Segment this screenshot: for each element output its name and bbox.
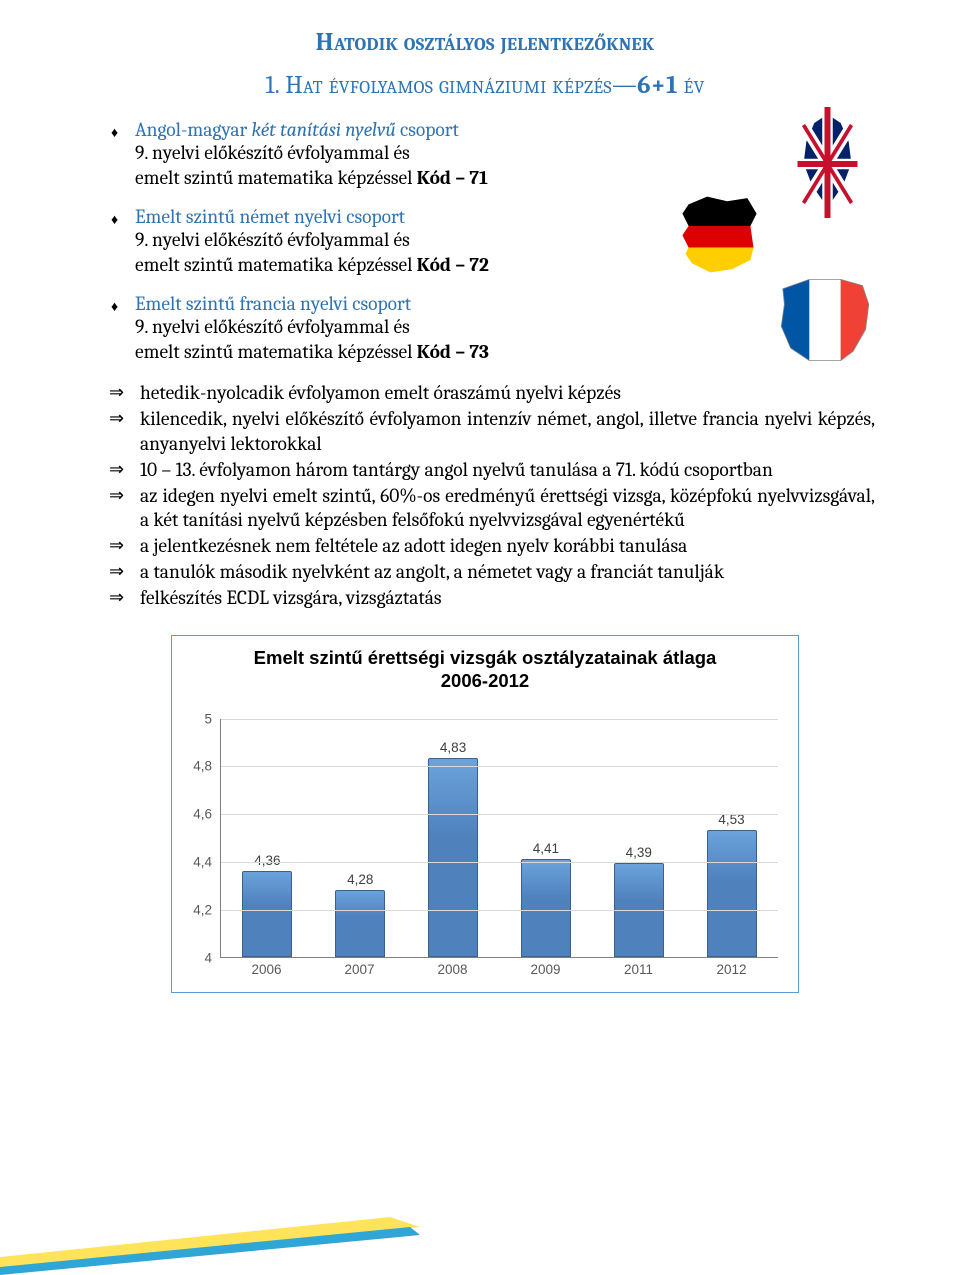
bullet-diamond: ♦ bbox=[111, 298, 118, 316]
group-title-prefix: Angol-magyar bbox=[135, 118, 252, 141]
bar-value-label: 4,39 bbox=[626, 845, 652, 860]
chart-title-line1: Emelt szintű érettségi vizsgák osztályza… bbox=[254, 647, 717, 668]
bullet-diamond: ♦ bbox=[111, 124, 118, 142]
arrow-icon: ⇒ bbox=[109, 560, 124, 583]
group-title-italic: két tanítási nyelvű bbox=[252, 118, 396, 141]
page-main-title: Hatodik osztályos jelentkezőknek bbox=[95, 28, 875, 57]
subtitle-six: 6+1 bbox=[637, 71, 678, 100]
x-tick-label: 2006 bbox=[242, 962, 292, 984]
y-tick-label: 4,8 bbox=[193, 759, 212, 774]
subtitle-number: 1. bbox=[265, 71, 279, 100]
arrow-text: az idegen nyelvi emelt szintű, 60%-os er… bbox=[140, 484, 875, 532]
page-bottom-stripe bbox=[0, 1217, 420, 1275]
group-desc-line1: 9. nyelvi előkészítő évfolyammal és bbox=[135, 228, 410, 251]
group-desc-line2a: emelt szintű matematika képzéssel bbox=[135, 166, 417, 189]
bar bbox=[242, 871, 292, 957]
uk-flag-icon bbox=[780, 104, 875, 224]
bar bbox=[521, 859, 571, 957]
y-tick-label: 4 bbox=[204, 950, 212, 965]
bar-value-label: 4,41 bbox=[533, 841, 559, 856]
bar-column: 4,53 bbox=[707, 812, 757, 957]
bar bbox=[707, 830, 757, 957]
bar-value-label: 4,28 bbox=[347, 872, 373, 887]
arrow-icon: ⇒ bbox=[109, 381, 124, 404]
x-tick-label: 2007 bbox=[335, 962, 385, 984]
arrow-text: 10 – 13. évfolyamon három tantárgy angol… bbox=[140, 458, 773, 481]
group-item: ♦ Emelt szintű német nyelvi csoport 9. n… bbox=[135, 205, 665, 278]
chart-plot: 54,84,64,44,24 4,364,284,834,414,394,53 … bbox=[220, 709, 778, 984]
y-tick-label: 4,6 bbox=[193, 807, 212, 822]
gridline bbox=[221, 766, 778, 767]
x-tick-label: 2008 bbox=[428, 962, 478, 984]
group-desc: 9. nyelvi előkészítő évfolyammal és emel… bbox=[135, 228, 665, 278]
group-title: Emelt szintű német nyelvi csoport bbox=[135, 205, 665, 228]
arrow-text: hetedik-nyolcadik évfolyamon emelt órasz… bbox=[140, 381, 621, 404]
gridline bbox=[221, 862, 778, 863]
bar-value-label: 4,36 bbox=[254, 853, 280, 868]
group-desc-line2a: emelt szintű matematika képzéssel bbox=[135, 340, 417, 363]
arrow-text: felkészítés ECDL vizsgára, vizsgáztatás bbox=[140, 586, 442, 609]
arrow-item: ⇒kilencedik, nyelvi előkészítő évfolyamo… bbox=[135, 407, 875, 457]
bars-container: 4,36 4,28 4,83 4,41 4,39 4,53 bbox=[221, 719, 778, 957]
subtitle-ev: év bbox=[678, 71, 705, 100]
group-desc: 9. nyelvi előkészítő évfolyammal és emel… bbox=[135, 141, 665, 191]
arrow-text: a jelentkezésnek nem feltétele az adott … bbox=[140, 534, 687, 557]
y-tick-label: 5 bbox=[204, 711, 212, 726]
gridline bbox=[221, 910, 778, 911]
page-sub-title: 1. Hat évfolyamos gimnáziumi képzés—6+1 … bbox=[95, 71, 875, 100]
group-title: Emelt szintű francia nyelvi csoport bbox=[135, 292, 665, 315]
bar-chart: Emelt szintű érettségi vizsgák osztályza… bbox=[171, 635, 799, 992]
arrow-icon: ⇒ bbox=[109, 407, 124, 430]
gridline bbox=[221, 719, 778, 720]
arrow-item: ⇒a tanulók második nyelvként az angolt, … bbox=[135, 560, 875, 585]
group-code: Kód – 73 bbox=[417, 340, 489, 363]
bar-column: 4,36 bbox=[242, 853, 292, 957]
arrow-item: ⇒10 – 13. évfolyamon három tantárgy ango… bbox=[135, 458, 875, 483]
x-tick-label: 2012 bbox=[707, 962, 757, 984]
subtitle-lead: Hat évfolyamos gimnáziumi képzés— bbox=[285, 71, 637, 100]
arrow-text: kilencedik, nyelvi előkészítő évfolyamon… bbox=[140, 407, 875, 455]
group-title: Angol-magyar két tanítási nyelvű csoport bbox=[135, 118, 665, 141]
y-tick-label: 4,4 bbox=[193, 854, 212, 869]
bullet-diamond: ♦ bbox=[111, 211, 118, 229]
group-desc-line2a: emelt szintű matematika képzéssel bbox=[135, 253, 417, 276]
group-title-prefix: Emelt szintű francia nyelvi csoport bbox=[135, 292, 411, 315]
arrow-icon: ⇒ bbox=[109, 586, 124, 609]
group-desc: 9. nyelvi előkészítő évfolyammal és emel… bbox=[135, 315, 665, 365]
x-tick-label: 2011 bbox=[614, 962, 664, 984]
arrow-item: ⇒felkészítés ECDL vizsgára, vizsgáztatás bbox=[135, 586, 875, 611]
group-desc-line1: 9. nyelvi előkészítő évfolyammal és bbox=[135, 315, 410, 338]
group-item: ♦ Angol-magyar két tanítási nyelvű csopo… bbox=[135, 118, 665, 191]
germany-flag-icon bbox=[672, 192, 767, 277]
arrow-item: ⇒a jelentkezésnek nem feltétele az adott… bbox=[135, 534, 875, 559]
group-desc-line1: 9. nyelvi előkészítő évfolyammal és bbox=[135, 141, 410, 164]
arrow-text: a tanulók második nyelvként az angolt, a… bbox=[140, 560, 724, 583]
arrow-icon: ⇒ bbox=[109, 534, 124, 557]
arrow-item: ⇒hetedik-nyolcadik évfolyamon emelt óras… bbox=[135, 381, 875, 406]
bar-column: 4,28 bbox=[335, 872, 385, 957]
plot-area: 4,36 4,28 4,83 4,41 4,39 4,53 bbox=[220, 719, 778, 958]
y-tick-label: 4,2 bbox=[193, 902, 212, 917]
group-code: Kód – 71 bbox=[417, 166, 488, 189]
x-axis: 2006 2007 2008 2009 2011 2012 bbox=[220, 962, 778, 984]
arrow-icon: ⇒ bbox=[109, 484, 124, 507]
bar-column: 4,41 bbox=[521, 841, 571, 957]
bar-value-label: 4,83 bbox=[440, 740, 466, 755]
group-title-suffix: csoport bbox=[396, 118, 459, 141]
group-code: Kód – 72 bbox=[417, 253, 489, 276]
y-axis: 5 4,8 4,6 4,4 4,2 4 bbox=[182, 709, 216, 984]
group-item: ♦ Emelt szintű francia nyelvi csoport 9.… bbox=[135, 292, 665, 365]
bar bbox=[428, 758, 478, 956]
arrow-list: ⇒hetedik-nyolcadik évfolyamon emelt óras… bbox=[135, 381, 875, 612]
bar bbox=[335, 890, 385, 957]
x-tick-label: 2009 bbox=[521, 962, 571, 984]
chart-title-line2: 2006-2012 bbox=[441, 670, 529, 691]
gridline bbox=[221, 814, 778, 815]
arrow-item: ⇒az idegen nyelvi emelt szintű, 60%-os e… bbox=[135, 484, 875, 534]
chart-title: Emelt szintű érettségi vizsgák osztályza… bbox=[182, 646, 788, 692]
france-flag-icon bbox=[775, 270, 875, 370]
bar-column: 4,83 bbox=[428, 740, 478, 956]
arrow-icon: ⇒ bbox=[109, 458, 124, 481]
group-title-prefix: Emelt szintű német nyelvi csoport bbox=[135, 205, 405, 228]
